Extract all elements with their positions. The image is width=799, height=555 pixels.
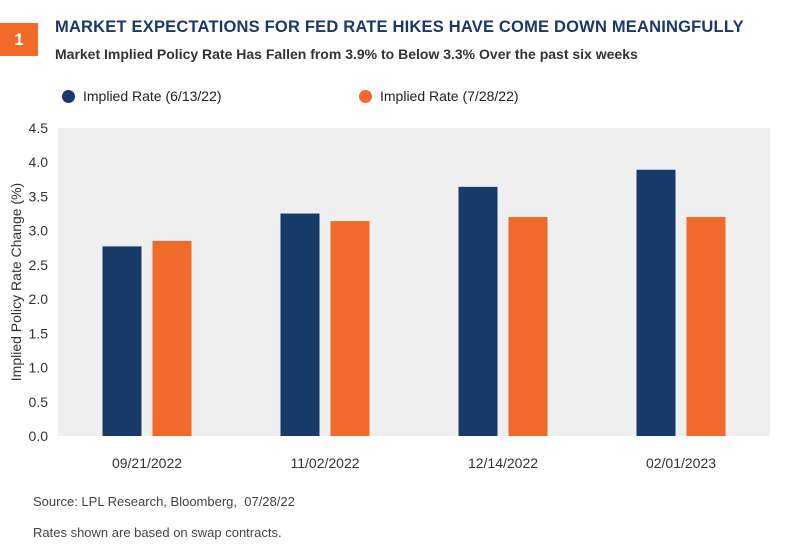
x-tick-label: 09/21/2022 [112,455,182,471]
x-tick-label: 02/01/2023 [646,455,716,471]
chart-subtitle: Market Implied Policy Rate Has Fallen fr… [55,46,638,62]
legend-label-series-1: Implied Rate (6/13/22) [83,88,222,104]
legend-swatch-series-1 [62,89,75,103]
bar-series-1 [636,169,676,437]
legend-swatch-series-2 [359,89,372,103]
legend: Implied Rate (6/13/22) Implied Rate (7/2… [0,88,799,110]
bar-series-2 [686,216,726,436]
bar-series-1 [280,213,320,436]
y-tick-label: 3.5 [29,188,49,204]
footnote: Rates shown are based on swap contracts. [33,525,282,540]
bar-series-2 [508,216,548,436]
chart-title: MARKET EXPECTATIONS FOR FED RATE HIKES H… [55,18,744,36]
bar-series-2 [330,221,370,436]
bar-chart: 0.0 0.5 1.0 1.5 2.0 2.5 3.0 3.5 4.0 4.5 09/21/2022… [29,120,770,471]
y-tick-label: 2.5 [29,257,49,273]
y-tick-label: 2.0 [29,291,49,307]
legend-label-series-2: Implied Rate (7/28/22) [380,88,519,104]
source-note: Source: LPL Research, Bloomberg, 07/28/2… [33,494,295,509]
bar-series-1 [102,246,142,436]
y-tick-label: 1.5 [29,325,49,341]
figure-number-badge: 1 [0,23,38,56]
y-tick-label: 4.0 [29,154,49,170]
y-tick-label: 3.0 [29,223,49,239]
bar-series-1 [458,186,498,436]
legend-item-series-2: Implied Rate (7/28/22) [359,88,519,104]
y-tick-label: 0.0 [29,428,49,444]
bar-series-2 [152,240,192,436]
x-tick-label: 12/14/2022 [468,455,538,471]
y-tick-label: 0.5 [29,394,49,410]
x-tick-label: 11/02/2022 [290,455,359,471]
y-tick-label: 1.0 [29,360,49,376]
y-tick-label: 4.5 [29,120,49,136]
legend-item-series-1: Implied Rate (6/13/22) [62,88,222,104]
